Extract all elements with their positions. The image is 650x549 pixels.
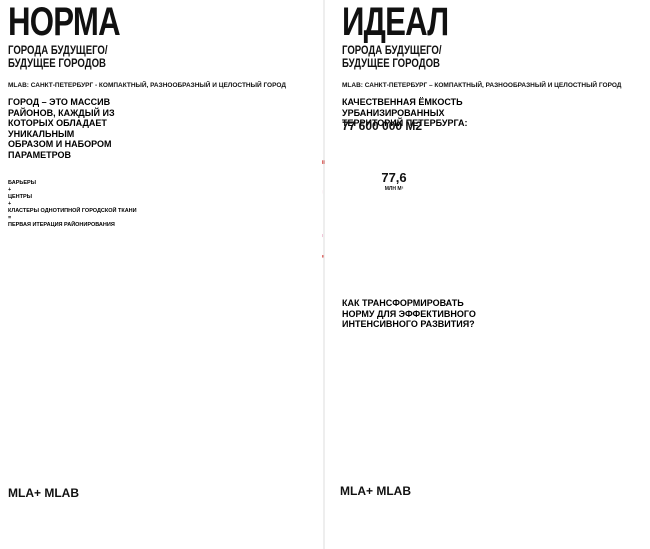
tagline: MLAB: САНКТ-ПЕТЕРБУРГ - КОМПАКТНЫЙ, РАЗН… — [8, 82, 286, 89]
left-panel: НОРМА ГОРОДА БУДУЩЕГО/ БУДУЩЕЕ ГОРОДОВ M… — [0, 0, 322, 549]
donut-unit: МЛН М² — [384, 186, 404, 192]
right-panel: ИДЕАЛ ГОРОДА БУДУЩЕГО/ БУДУЩЕЕ ГОРОДОВ M… — [328, 0, 650, 549]
list-item: БАРЬЕРЫ — [8, 180, 37, 186]
question: КАК ТРАНСФОРМИРОВАТЬ НОРМУ ДЛЯ ЭФФЕКТИВНО… — [342, 298, 476, 330]
question-line: НОРМУ ДЛЯ ЭФФЕКТИВНОГО — [342, 308, 476, 319]
heading-line: РАЙОНОВ, КАЖДЫЙ ИЗ — [8, 107, 115, 118]
heading-line: ПАРАМЕТРОВ — [8, 149, 72, 160]
heading-line: КОТОРЫХ ОБЛАДАЕТ — [8, 118, 107, 128]
donut-value: 77,6 — [381, 170, 407, 185]
subtitle: БУДУЩЕЕ ГОРОДОВ — [8, 56, 106, 70]
heading-line: КАЧЕСТВЕННАЯ ЁМКОСТЬ — [342, 97, 463, 107]
question-line: ИНТЕНСИВНОГО РАЗВИТИЯ? — [342, 319, 475, 329]
list-item: ЦЕНТРЫ — [8, 194, 33, 200]
heading: КАЧЕСТВЕННАЯ ЁМКОСТЬ УРБАНИЗИРОВАННЫХ ТЕРР… — [342, 97, 468, 129]
list-item: + — [8, 201, 12, 207]
footer: MLA+ MLAB — [340, 484, 411, 498]
subtitle: ГОРОДА БУДУЩЕГО/ — [8, 43, 108, 57]
heading: ГОРОД – ЭТО МАССИВ РАЙОНОВ, КАЖДЫЙ ИЗ КОТО… — [8, 97, 115, 160]
tagline: MLAB: САНКТ-ПЕТЕРБУРГ – КОМПАКТНЫЙ, РАЗН… — [342, 82, 622, 89]
footer: MLA+ MLAB — [8, 486, 79, 500]
list: БАРЬЕРЫ + ЦЕНТРЫ + КЛАСТЕРЫ ОДНОТИПНОЙ ГОРОД… — [8, 180, 137, 229]
heading-line: ТЕРРИТОРИЙ ПЕТЕРБУРГА: — [342, 118, 468, 128]
list-item: ПЕРВАЯ ИТЕРАЦИЯ РАЙОНИРОВАНИЯ — [8, 222, 115, 228]
subtitle: БУДУЩЕЕ ГОРОДОВ — [342, 56, 440, 70]
total: 77 600 000 М2 — [342, 119, 423, 133]
list-item: = — [8, 215, 12, 221]
subtitle: ГОРОДА БУДУЩЕГО/ — [342, 43, 442, 57]
list-item: + — [8, 187, 12, 193]
title: НОРМА — [8, 0, 121, 44]
heading-line: ГОРОД – ЭТО МАССИВ — [8, 97, 111, 107]
heading-line: УНИКАЛЬНЫМ — [8, 128, 75, 139]
list-item: КЛАСТЕРЫ ОДНОТИПНОЙ ГОРОДСКОЙ ТКАНИ — [8, 208, 137, 214]
heading-line: УРБАНИЗИРОВАННЫХ — [342, 107, 445, 118]
title: ИДЕАЛ — [342, 0, 449, 44]
question-line: КАК ТРАНСФОРМИРОВАТЬ — [342, 298, 464, 308]
heading-line: ОБРАЗОМ И НАБОРОМ — [8, 139, 112, 149]
